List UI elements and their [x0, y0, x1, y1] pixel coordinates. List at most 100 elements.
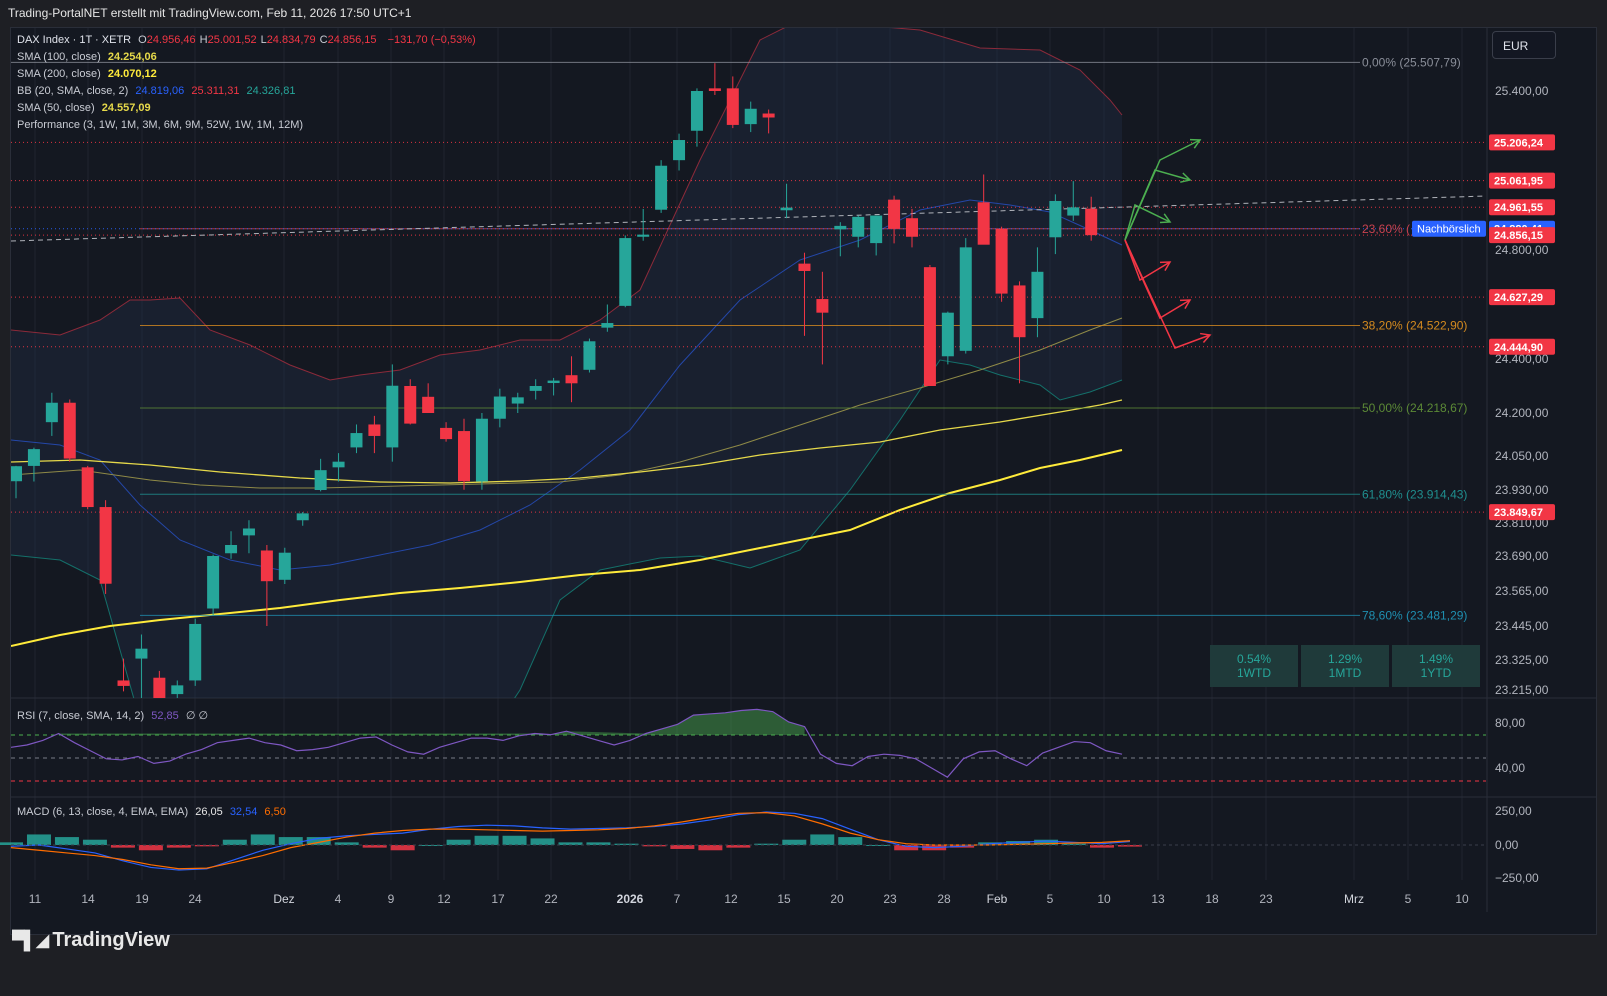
fib-label-1: 23,60% (: [1362, 222, 1410, 236]
price-tag-6: [1489, 338, 1555, 355]
candle-body-14: [260, 550, 273, 582]
candle-body-57: [1031, 271, 1044, 319]
rsi-value: 52,85: [151, 710, 179, 722]
sma100-value: 24.254,06: [107, 51, 157, 63]
legend-symbol-row: DAX Index · 1T · XETR O24.956,46 H25.001,…: [17, 34, 480, 46]
candle-body-15: [278, 552, 291, 580]
arrow-green-2: [1124, 169, 1191, 241]
macd-hist-bar-40: [1118, 845, 1142, 847]
macd-hist-bar-18: [502, 835, 527, 845]
rsi-tick-1: 40,00: [1495, 761, 1525, 775]
bb-mid-value: 24.819,06: [135, 85, 185, 97]
time-tick-22: 23: [1259, 892, 1273, 906]
candle-body-5: [99, 507, 112, 584]
macd-hist-bar-14: [390, 845, 415, 851]
macd-hist-bar-8: [222, 839, 247, 845]
candle-body-4: [81, 467, 94, 508]
candle-body-49: [888, 199, 901, 229]
macd-hist-bar-23: [642, 845, 667, 847]
currency-button[interactable]: EUR: [1492, 31, 1556, 59]
candle-body-60: [1085, 208, 1098, 236]
tradingview-logo[interactable]: ▀▌◢ TradingView: [12, 929, 170, 952]
legend-sma50[interactable]: SMA (50, close) 24.557,09: [17, 102, 155, 114]
candle-body-30: [547, 380, 560, 384]
price-tag-label-2: 24.961,55: [1494, 202, 1543, 214]
sma200-label: SMA (200, close): [17, 68, 101, 80]
rsi-panel: [11, 708, 1486, 782]
legend-sma200[interactable]: SMA (200, close) 24.070,12: [17, 68, 161, 80]
ohlc-c: C24.856,15: [319, 34, 377, 46]
macd-hist-bar-16: [446, 839, 471, 845]
bollinger-band-fill: [11, 28, 1122, 698]
perf-cell-1ytd: 1.49% 1YTD: [1392, 645, 1480, 687]
candle-body-45: [816, 299, 829, 313]
time-tick-12: 12: [724, 892, 738, 906]
price-tag-7: [1489, 504, 1555, 521]
candle-body-46: [834, 225, 847, 230]
price-tick-11: 23.215,00: [1495, 683, 1549, 697]
candle-body-31: [565, 375, 578, 384]
price-tick-3: 24.200,00: [1495, 406, 1549, 420]
candle-body-13: [242, 528, 255, 536]
perf-cell-1mtd: 1.29% 1MTD: [1301, 645, 1389, 687]
ohlc-h: H25.001,52: [199, 34, 257, 46]
rsi-label: RSI (7, close, SMA, 14, 2): [17, 710, 145, 722]
macd-hist-bar-22: [614, 843, 639, 845]
time-tick-24: 5: [1405, 892, 1412, 906]
bb-up-value: 25.311,31: [191, 85, 240, 97]
price-tick-10: 23.325,00: [1495, 653, 1549, 667]
price-tag-label-7: 23.849,67: [1494, 507, 1543, 519]
rsi-tick-0: 80,00: [1495, 716, 1525, 730]
arrow-green-1-head: [1189, 138, 1202, 149]
macd-signal-line: [10, 812, 1131, 870]
legend-symbol[interactable]: DAX Index · 1T · XETR: [17, 34, 132, 46]
candle-body-28: [511, 397, 524, 404]
legend-sma100[interactable]: SMA (100, close) 24.254,06: [17, 51, 161, 63]
price-tag-2: [1489, 199, 1555, 216]
bb-label: BB (20, SMA, close, 2): [17, 85, 129, 97]
time-tick-7: 12: [437, 892, 451, 906]
price-tick-8: 23.565,00: [1495, 584, 1549, 598]
candle-body-1: [27, 449, 40, 466]
macd-hist-bar-17: [474, 835, 499, 845]
legend-performance[interactable]: Performance (3, 1W, 1M, 3M, 6M, 9M, 52W,…: [17, 119, 307, 131]
price-tag-1: [1489, 172, 1555, 189]
candle-body-39: [708, 88, 721, 91]
tradingview-icon: ▀▌◢: [12, 930, 49, 950]
candle-body-38: [690, 91, 703, 131]
legend-rsi[interactable]: RSI (7, close, SMA, 14, 2) 52,85 ∅ ∅: [17, 709, 212, 722]
macd-hist-bar-29: [810, 834, 835, 845]
chart-header: Trading-PortalNET erstellt mit TradingVi…: [8, 6, 412, 20]
macd-hist-bar-36: [1006, 841, 1031, 845]
perf-label-1mtd: 1MTD: [1328, 666, 1362, 680]
candle-body-50: [906, 218, 918, 237]
arrow-green-1: [1124, 139, 1201, 241]
legend-macd[interactable]: MACD (6, 13, close, 4, EMA, EMA) 26,05 3…: [17, 806, 290, 818]
price-tick-5: 23.930,00: [1495, 483, 1549, 497]
fib-label-5: 78,60% (23.481,29): [1362, 608, 1467, 622]
time-tick-18: 5: [1047, 892, 1054, 906]
macd-tick-0: 250,00: [1495, 804, 1532, 818]
rsi-extra: ∅ ∅: [185, 710, 209, 722]
macd-hist-bar-19: [530, 838, 555, 845]
legend-bb[interactable]: BB (20, SMA, close, 2) 24.819,06 25.311,…: [17, 85, 299, 97]
price-tag-4: [1489, 227, 1555, 244]
price-tag-label-1: 25.061,95: [1494, 176, 1543, 188]
sma200-line: [11, 449, 1123, 647]
time-tick-8: 17: [491, 892, 505, 906]
candle-body-24: [440, 427, 453, 440]
candle-body-26: [475, 418, 488, 482]
macd-hist-bar-2: [54, 837, 79, 845]
candle-body-52: [941, 312, 954, 357]
time-tick-9: 22: [544, 892, 558, 906]
bollinger-lower-line: [11, 359, 1123, 698]
arrow-green-3: [1124, 203, 1171, 241]
price-tag-label-4: 24.856,15: [1494, 230, 1543, 242]
macd-hist-bar-39: [1090, 845, 1115, 848]
macd-hist-bar-13: [362, 845, 387, 848]
performance-table: 0.54% 1WTD 1.29% 1MTD 1.49% 1YTD: [1210, 645, 1480, 687]
time-tick-20: 13: [1151, 892, 1165, 906]
candle-body-3: [63, 402, 76, 459]
sma50-value: 24.557,09: [101, 102, 151, 114]
